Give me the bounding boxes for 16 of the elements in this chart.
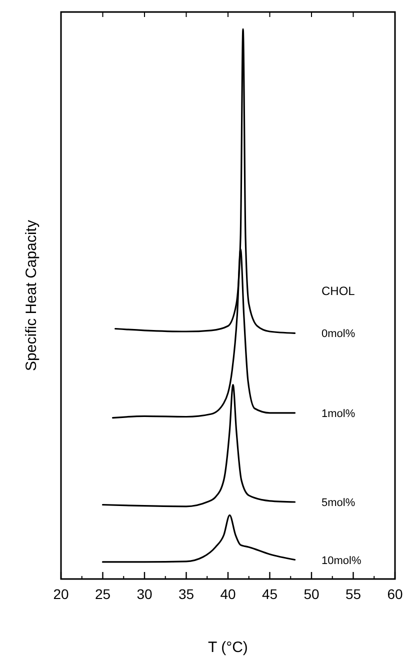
text: 0mol% [322, 328, 356, 340]
x-tick-label: 40 [220, 586, 236, 602]
text: 5mol% [322, 497, 356, 509]
x-tick-label: 45 [262, 586, 278, 602]
x-tick-label: 55 [345, 586, 362, 602]
x-tick-label: 30 [136, 586, 152, 602]
y-axis-title: Specific Heat Capacity [23, 220, 40, 371]
x-tick-label: 50 [304, 586, 320, 602]
text: 10mol% [322, 554, 362, 567]
x-tick-label: 25 [94, 586, 111, 602]
x-tick-label: 60 [387, 586, 403, 602]
x-axis-title: T (°C) [208, 639, 248, 656]
x-tick-label: 20 [53, 586, 69, 602]
text: 1mol% [322, 408, 356, 420]
legend-title: CHOL [322, 284, 356, 298]
x-tick-label: 35 [178, 586, 194, 602]
